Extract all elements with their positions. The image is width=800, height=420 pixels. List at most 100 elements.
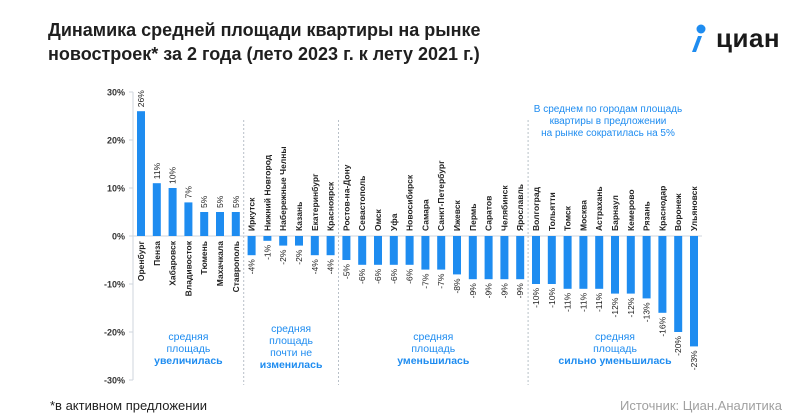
bar: [484, 236, 493, 280]
y-tick-label: -30%: [104, 376, 125, 386]
bar-value-label: -10%: [547, 288, 557, 308]
bar-value-label: -4%: [326, 259, 336, 275]
category-label: Хабаровск: [168, 240, 178, 285]
bar-value-label: 5%: [215, 195, 225, 208]
bar-value-label: -9%: [515, 283, 525, 299]
bar-value-label: -8%: [452, 278, 462, 294]
bar-value-label: -11%: [563, 292, 573, 312]
category-label: Омск: [373, 208, 383, 231]
category-label: Ижевск: [452, 200, 462, 231]
bar-value-label: 26%: [136, 90, 146, 107]
bar-value-label: -6%: [389, 268, 399, 284]
chart-title: Динамика средней площади квартиры на рын…: [48, 18, 608, 66]
bar-value-label: -12%: [626, 297, 636, 317]
bar: [279, 236, 288, 246]
category-label: Ростов-на-Дону: [341, 164, 351, 231]
bar-value-label: -13%: [642, 302, 652, 322]
bar-value-label: -1%: [262, 244, 272, 260]
bar-value-label: -11%: [578, 292, 588, 312]
bar: [674, 236, 683, 332]
bar: [658, 236, 667, 313]
group-label-line: средняя: [271, 323, 311, 335]
group-label: средняя площадь уменьшилась: [397, 331, 470, 367]
category-label: Тольятти: [547, 192, 557, 231]
bar: [405, 236, 414, 265]
bar-value-label: 7%: [183, 186, 193, 199]
category-label: Воронеж: [673, 193, 683, 231]
y-tick-label: -20%: [104, 328, 125, 338]
group-label-line: средняя: [168, 331, 208, 343]
category-label: Краснодар: [657, 186, 667, 231]
category-label: Самара: [420, 199, 430, 231]
bar-value-label: -9%: [468, 283, 478, 299]
group-label-line: почти не: [270, 347, 312, 359]
bar: [231, 212, 240, 236]
title-line-1: Динамика средней площади квартиры на рын…: [48, 20, 481, 40]
source-credit: Источник: Циан.Аналитика: [620, 398, 782, 413]
bar: [532, 236, 540, 284]
bar: [500, 236, 509, 280]
category-label: Иркутск: [247, 197, 257, 231]
group-label: средняя площадь увеличилась: [154, 331, 223, 367]
bar-value-label: 10%: [168, 167, 178, 184]
group-label: средняя площадь почти не изменилась: [260, 323, 323, 371]
bar-value-label: -20%: [673, 336, 683, 356]
bar: [358, 236, 367, 265]
category-label: Набережные Челны: [278, 146, 288, 231]
category-label: Нижний Новгород: [262, 154, 272, 231]
category-label: Санкт-Петербург: [436, 160, 446, 231]
bar: [642, 236, 651, 299]
bar-value-label: 5%: [199, 195, 209, 208]
bar: [152, 183, 161, 236]
bar-value-label: -5%: [341, 264, 351, 280]
bar: [437, 236, 446, 270]
category-label: Барнаул: [610, 195, 620, 231]
bar-value-label: -4%: [247, 259, 257, 275]
group-label-line: уменьшилась: [397, 355, 470, 367]
category-label: Севастополь: [357, 176, 367, 231]
bar: [216, 212, 224, 236]
category-label: Ярославль: [515, 184, 525, 231]
category-label: Астрахань: [594, 186, 604, 231]
group-label-line: площадь: [166, 343, 210, 355]
bar-value-label: -16%: [657, 316, 667, 336]
bar-value-label: -9%: [484, 283, 494, 299]
category-label: Казань: [294, 202, 304, 231]
bar: [326, 236, 335, 256]
bar-value-label: 5%: [231, 195, 241, 208]
y-tick-label: 10%: [107, 184, 125, 194]
bar-value-label: -11%: [594, 292, 604, 312]
bar: [168, 188, 177, 236]
cian-logo[interactable]: циан: [688, 22, 780, 54]
bar: [137, 111, 145, 236]
bar-value-label: -2%: [278, 249, 288, 265]
group-label-line: сильно уменьшилась: [558, 355, 672, 367]
group-label-line: средняя: [413, 331, 453, 343]
title-line-2: новостроек* за 2 года (лето 2023 г. к ле…: [48, 44, 480, 64]
bar-value-label: -6%: [373, 268, 383, 284]
bar: [626, 236, 635, 294]
bar: [690, 236, 698, 347]
category-label: Рязань: [642, 201, 652, 231]
category-label: Новосибирск: [405, 174, 415, 231]
bar: [247, 236, 256, 256]
category-label: Екатеринбург: [310, 173, 320, 231]
category-label: Ульяновск: [689, 186, 699, 231]
average-annotation: В среднем по городам площадь квартиры в п…: [534, 104, 682, 139]
category-label: Оренбург: [136, 241, 146, 282]
bar-value-label: -6%: [405, 268, 415, 284]
footnote: *в активном предложении: [50, 398, 207, 413]
bar: [453, 236, 461, 275]
bar: [468, 236, 477, 280]
bar: [200, 212, 209, 236]
bar: [579, 236, 588, 289]
category-label: Пенза: [152, 241, 162, 266]
bar: [389, 236, 398, 265]
y-tick-label: 20%: [107, 136, 125, 146]
y-tick-label: -10%: [104, 280, 125, 290]
group-label-line: площадь: [593, 343, 637, 355]
category-label: Уфа: [389, 213, 399, 231]
bar-value-label: -6%: [357, 268, 367, 284]
category-label: Красноярск: [326, 181, 336, 231]
